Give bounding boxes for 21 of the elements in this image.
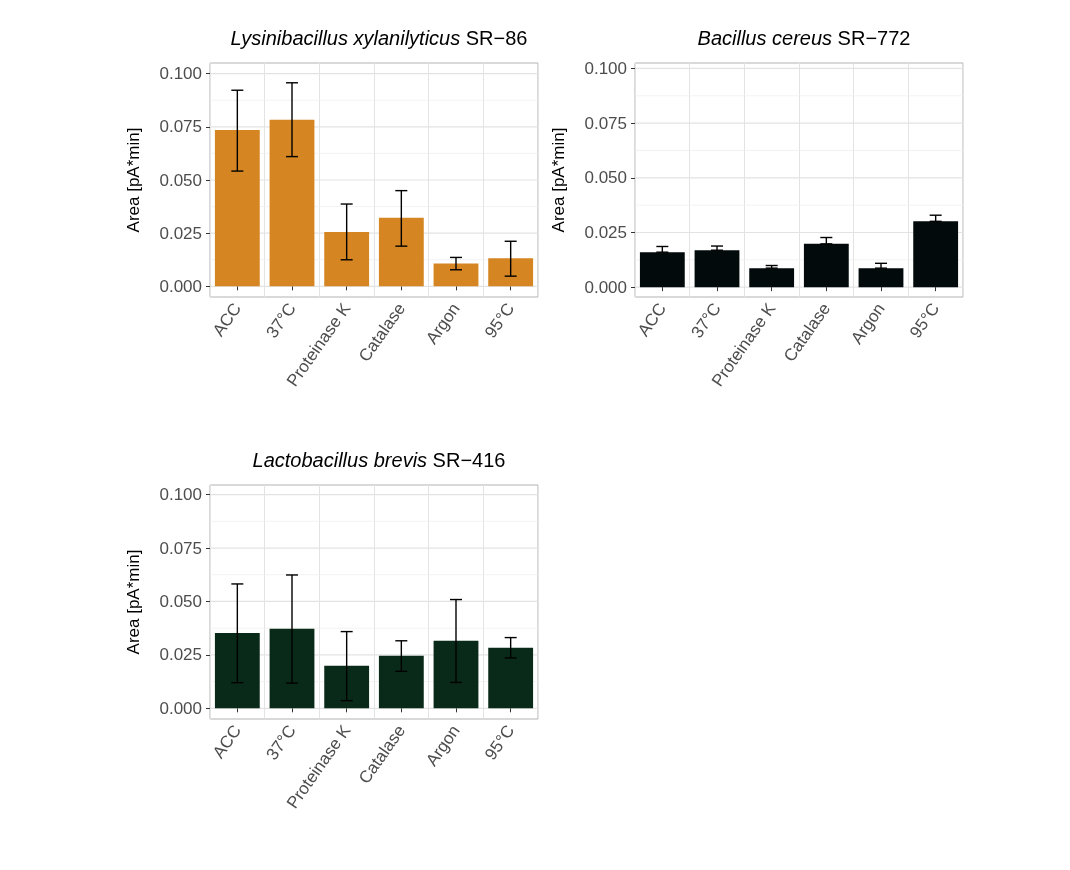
y-tick-label: 0.000 — [159, 698, 202, 718]
y-tick-label: 0.025 — [159, 645, 202, 665]
chart-title: Lactobacillus brevis SR−416 — [252, 449, 506, 471]
y-tick-label: 0.050 — [159, 170, 202, 190]
y-tick-label: 0.025 — [159, 223, 202, 243]
y-tick-label: 0.100 — [584, 58, 627, 78]
y-tick-label: 0.100 — [159, 64, 202, 84]
y-axis-title: Area [pA*min] — [124, 127, 143, 233]
y-axis-title: Area [pA*min] — [549, 127, 568, 233]
y-tick-label: 0.050 — [584, 168, 627, 188]
y-tick-label: 0.075 — [159, 117, 202, 137]
y-tick-label: 0.100 — [159, 485, 202, 505]
y-tick-label: 0.075 — [584, 113, 627, 133]
y-tick-label: 0.075 — [159, 538, 202, 558]
y-tick-label: 0.025 — [584, 222, 627, 242]
y-tick-label: 0.050 — [159, 591, 202, 611]
chart-title: Lysinibacillus xylanilyticus SR−86 — [230, 27, 528, 49]
chart-title: Bacillus cereus SR−772 — [697, 27, 911, 49]
y-tick-label: 0.000 — [159, 276, 202, 296]
y-tick-label: 0.000 — [584, 277, 627, 297]
y-axis-title: Area [pA*min] — [124, 549, 143, 655]
